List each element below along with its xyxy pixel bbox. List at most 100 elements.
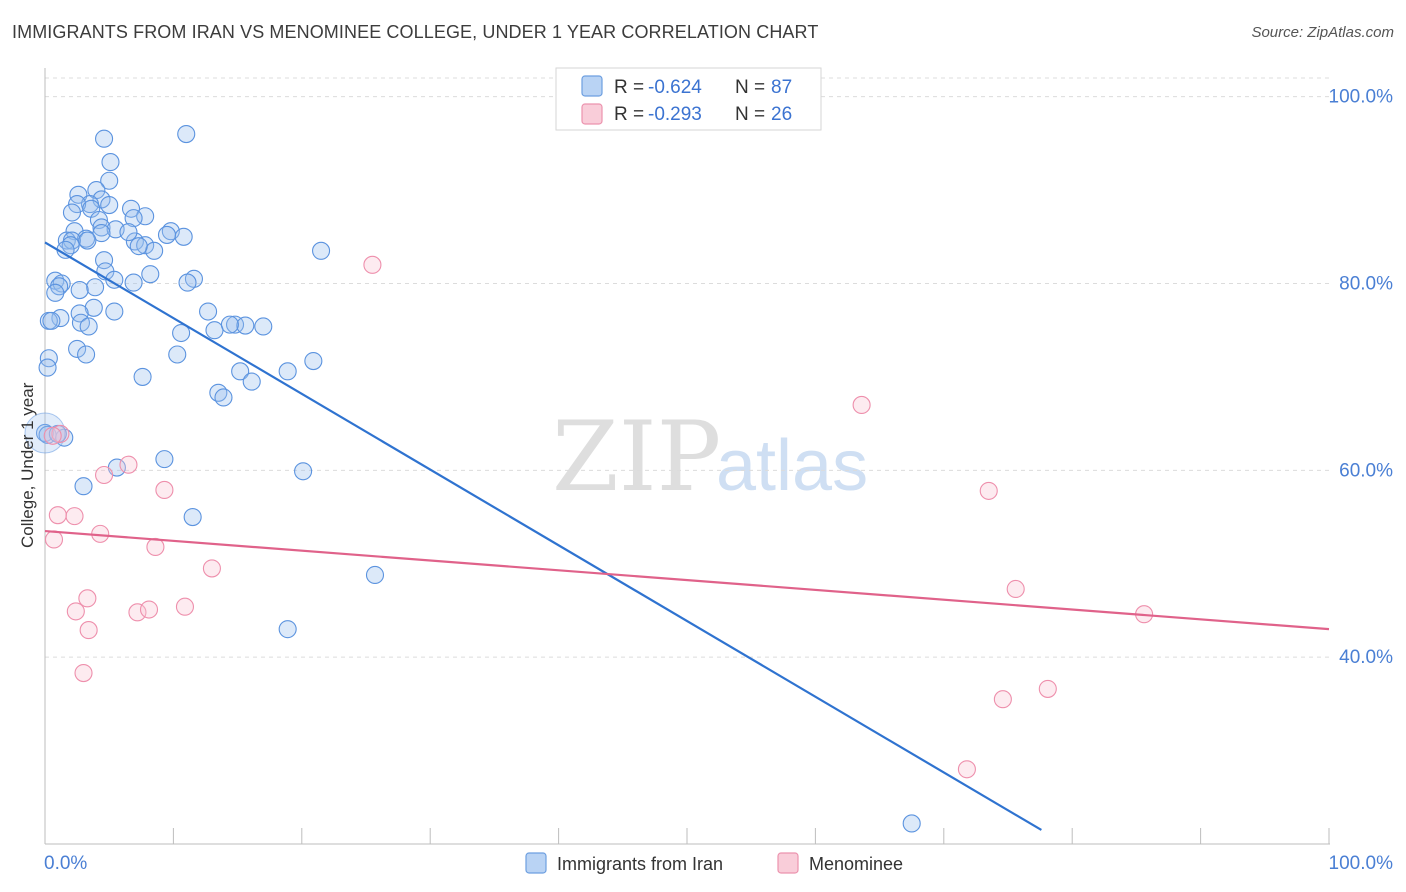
point-menominee [852, 395, 871, 415]
point-menominee [363, 255, 382, 274]
axes [44, 68, 1330, 845]
bottom-legend-label-menominee: Menominee [809, 854, 903, 874]
bottom-legend-swatch-menominee [777, 852, 799, 874]
point-iran [101, 153, 120, 172]
point-iran [254, 317, 273, 336]
point-iran [100, 195, 119, 215]
point-iran [42, 311, 61, 330]
legend-r-label-menominee: R = [614, 104, 644, 125]
point-iran [174, 227, 193, 246]
chart-title: IMMIGRANTS FROM IRAN VS MENOMINEE COLLEG… [12, 22, 819, 42]
point-iran [141, 265, 160, 284]
point-menominee [128, 603, 147, 622]
point-iran [133, 367, 152, 386]
x-tick-label-max: 100.0% [1329, 853, 1394, 874]
trend-lines [44, 241, 1330, 831]
point-menominee [48, 506, 67, 525]
source-credit: Source: ZipAtlas.com [1251, 24, 1394, 41]
point-menominee [44, 530, 64, 549]
point-iran [231, 362, 250, 381]
bottom-legend-label-iran: Immigrants from Iran [557, 854, 723, 874]
trend-line-iran [44, 241, 1042, 831]
point-iran [74, 477, 93, 496]
point-menominee [95, 465, 114, 485]
y-tick-label-100: 100.0% [1329, 87, 1394, 108]
point-iran [177, 124, 196, 144]
point-iran [214, 388, 233, 407]
point-iran [46, 283, 65, 302]
point-iran [84, 298, 103, 317]
point-iran [145, 241, 164, 260]
point-menominee [79, 621, 98, 640]
point-iran [68, 195, 87, 214]
point-menominee [119, 455, 138, 474]
point-iran [79, 317, 98, 336]
point-iran [155, 450, 174, 469]
y-tick-label-40: 40.0% [1339, 647, 1393, 668]
watermark-atlas: atlas [716, 426, 868, 506]
point-iran [38, 425, 57, 444]
point-iran [178, 273, 197, 292]
point-iran [105, 302, 124, 321]
point-iran [86, 278, 105, 297]
point-iran [39, 349, 58, 368]
point-menominee [66, 602, 85, 621]
point-iran [136, 207, 155, 226]
legend-n-value-menominee: 26 [771, 104, 792, 125]
point-iran [902, 814, 921, 833]
y-tick-label-60: 60.0% [1339, 460, 1393, 481]
point-iran [38, 358, 57, 377]
legend-n-label-menominee: N = [735, 104, 765, 125]
bottom-legend-swatch-iran [525, 852, 547, 874]
point-iran [225, 315, 245, 334]
point-menominee [65, 507, 84, 526]
point-menominee [51, 424, 70, 443]
point-iran [205, 321, 224, 340]
legend-r-label-iran: R = [614, 77, 644, 98]
y-axis-title: College, Under 1 year [18, 382, 37, 548]
point-iran [62, 203, 82, 222]
point-menominee [175, 597, 195, 616]
point-menominee [979, 481, 998, 500]
point-iran [183, 507, 202, 527]
point-iran [92, 218, 111, 237]
trend-line-menominee [44, 529, 1330, 631]
legend-swatch-iran [581, 75, 603, 97]
point-iran [242, 372, 261, 391]
point-iran [95, 129, 114, 148]
series-legend: Immigrants from Iran Menominee [525, 852, 903, 874]
point-iran [70, 281, 89, 300]
point-iran [105, 270, 124, 289]
legend-n-value-iran: 87 [771, 77, 792, 98]
point-menominee [1038, 679, 1057, 698]
point-iran [220, 315, 239, 334]
point-iran [236, 316, 255, 335]
point-iran [294, 462, 313, 481]
y-tick-label-80: 80.0% [1339, 274, 1393, 295]
legend-r-value-iran: -0.624 [648, 77, 702, 98]
point-iran [124, 273, 143, 292]
point-menominee [155, 480, 174, 500]
point-iran [52, 274, 71, 293]
point-iran [157, 225, 177, 244]
series-iran-points [24, 124, 921, 833]
point-iran [77, 345, 96, 364]
point-iran [78, 231, 97, 250]
watermark-zip: ZIP [552, 401, 721, 513]
legend-swatch-menominee [581, 103, 603, 125]
point-menominee [139, 600, 159, 619]
point-iran [119, 223, 138, 242]
point-iran [312, 241, 331, 260]
point-iran [172, 323, 191, 343]
x-tick-label-min: 0.0% [44, 853, 87, 874]
point-menominee [1006, 579, 1025, 599]
point-iran [70, 304, 89, 323]
point-iran [136, 236, 155, 255]
point-iran [129, 237, 148, 256]
point-menominee [202, 559, 221, 578]
point-iran [124, 209, 143, 228]
point-menominee [957, 760, 976, 779]
stats-legend: R = -0.624 N = 87 R = -0.293 N = 26 [555, 67, 822, 131]
point-iran [278, 362, 297, 381]
